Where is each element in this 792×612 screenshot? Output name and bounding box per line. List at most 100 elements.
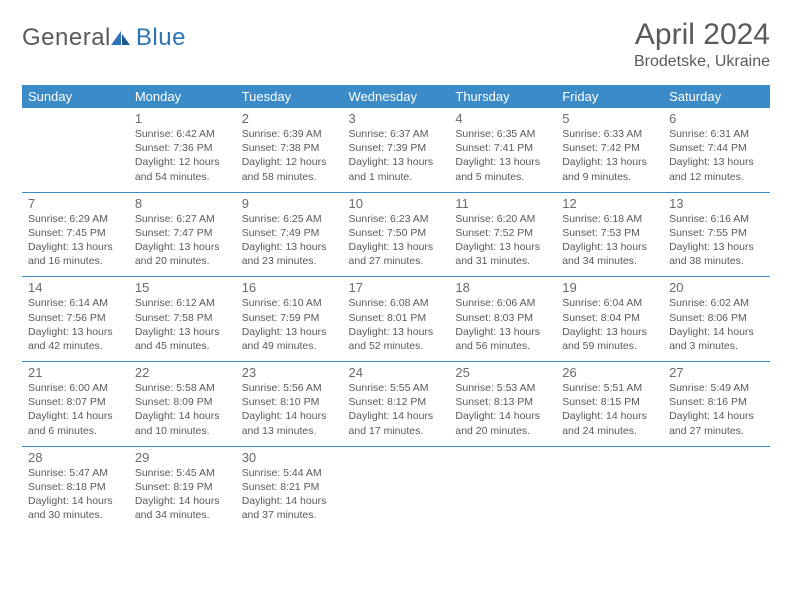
info-line: and 16 minutes.	[28, 254, 123, 268]
day-info: Sunrise: 5:45 AMSunset: 8:19 PMDaylight:…	[135, 466, 230, 523]
day-number: 24	[349, 365, 444, 380]
day-number: 25	[455, 365, 550, 380]
info-line: Sunset: 7:53 PM	[562, 226, 657, 240]
info-line: and 42 minutes.	[28, 339, 123, 353]
info-line: Sunrise: 5:47 AM	[28, 466, 123, 480]
info-line: Sunrise: 6:39 AM	[242, 127, 337, 141]
info-line: Sunrise: 6:33 AM	[562, 127, 657, 141]
logo: General Blue	[22, 24, 186, 52]
info-line: and 20 minutes.	[135, 254, 230, 268]
info-line: Sunset: 8:07 PM	[28, 395, 123, 409]
info-line: Sunrise: 6:10 AM	[242, 296, 337, 310]
day-number: 21	[28, 365, 123, 380]
day-header-row: Sunday Monday Tuesday Wednesday Thursday…	[22, 85, 770, 108]
info-line: Daylight: 14 hours	[28, 494, 123, 508]
info-line: Daylight: 14 hours	[669, 325, 764, 339]
info-line: Daylight: 13 hours	[135, 240, 230, 254]
info-line: Sunrise: 6:25 AM	[242, 212, 337, 226]
day-cell: 3Sunrise: 6:37 AMSunset: 7:39 PMDaylight…	[343, 108, 450, 192]
info-line: Sunset: 7:41 PM	[455, 141, 550, 155]
day-cell: 10Sunrise: 6:23 AMSunset: 7:50 PMDayligh…	[343, 193, 450, 277]
logo-sail-icon	[111, 31, 131, 45]
day-cell: 19Sunrise: 6:04 AMSunset: 8:04 PMDayligh…	[556, 277, 663, 361]
info-line: Daylight: 13 hours	[669, 155, 764, 169]
info-line: Sunset: 7:44 PM	[669, 141, 764, 155]
info-line: Daylight: 13 hours	[242, 240, 337, 254]
info-line: Daylight: 12 hours	[135, 155, 230, 169]
logo-text-2: Blue	[136, 24, 186, 52]
info-line: Daylight: 14 hours	[135, 409, 230, 423]
day-cell: 14Sunrise: 6:14 AMSunset: 7:56 PMDayligh…	[22, 277, 129, 361]
day-info: Sunrise: 5:47 AMSunset: 8:18 PMDaylight:…	[28, 466, 123, 523]
day-number: 15	[135, 280, 230, 295]
info-line: Sunset: 7:55 PM	[669, 226, 764, 240]
info-line: Daylight: 13 hours	[669, 240, 764, 254]
day-cell: 5Sunrise: 6:33 AMSunset: 7:42 PMDaylight…	[556, 108, 663, 192]
day-cell: 23Sunrise: 5:56 AMSunset: 8:10 PMDayligh…	[236, 362, 343, 446]
info-line: and 37 minutes.	[242, 508, 337, 522]
info-line: Sunrise: 5:56 AM	[242, 381, 337, 395]
week-row: 21Sunrise: 6:00 AMSunset: 8:07 PMDayligh…	[22, 362, 770, 446]
day-cell	[556, 447, 663, 531]
day-number: 4	[455, 111, 550, 126]
day-info: Sunrise: 6:31 AMSunset: 7:44 PMDaylight:…	[669, 127, 764, 184]
day-info: Sunrise: 5:56 AMSunset: 8:10 PMDaylight:…	[242, 381, 337, 438]
info-line: Sunset: 8:01 PM	[349, 311, 444, 325]
day-cell	[22, 108, 129, 192]
info-line: and 27 minutes.	[349, 254, 444, 268]
info-line: Sunset: 7:59 PM	[242, 311, 337, 325]
day-cell: 15Sunrise: 6:12 AMSunset: 7:58 PMDayligh…	[129, 277, 236, 361]
day-info: Sunrise: 6:00 AMSunset: 8:07 PMDaylight:…	[28, 381, 123, 438]
info-line: Daylight: 13 hours	[349, 155, 444, 169]
day-header: Saturday	[663, 85, 770, 108]
day-cell: 4Sunrise: 6:35 AMSunset: 7:41 PMDaylight…	[449, 108, 556, 192]
day-number: 3	[349, 111, 444, 126]
info-line: Sunrise: 5:55 AM	[349, 381, 444, 395]
day-info: Sunrise: 6:27 AMSunset: 7:47 PMDaylight:…	[135, 212, 230, 269]
day-number: 22	[135, 365, 230, 380]
info-line: Sunset: 8:16 PM	[669, 395, 764, 409]
day-cell: 13Sunrise: 6:16 AMSunset: 7:55 PMDayligh…	[663, 193, 770, 277]
week-row: 7Sunrise: 6:29 AMSunset: 7:45 PMDaylight…	[22, 193, 770, 277]
day-cell: 11Sunrise: 6:20 AMSunset: 7:52 PMDayligh…	[449, 193, 556, 277]
info-line: Sunset: 8:03 PM	[455, 311, 550, 325]
day-number: 23	[242, 365, 337, 380]
info-line: Sunset: 7:49 PM	[242, 226, 337, 240]
day-cell: 6Sunrise: 6:31 AMSunset: 7:44 PMDaylight…	[663, 108, 770, 192]
day-cell	[449, 447, 556, 531]
info-line: Sunrise: 5:44 AM	[242, 466, 337, 480]
day-info: Sunrise: 5:58 AMSunset: 8:09 PMDaylight:…	[135, 381, 230, 438]
info-line: and 23 minutes.	[242, 254, 337, 268]
day-cell: 30Sunrise: 5:44 AMSunset: 8:21 PMDayligh…	[236, 447, 343, 531]
day-cell	[343, 447, 450, 531]
info-line: Daylight: 14 hours	[242, 409, 337, 423]
day-info: Sunrise: 6:10 AMSunset: 7:59 PMDaylight:…	[242, 296, 337, 353]
info-line: Sunrise: 6:12 AM	[135, 296, 230, 310]
info-line: and 3 minutes.	[669, 339, 764, 353]
info-line: and 52 minutes.	[349, 339, 444, 353]
info-line: Sunrise: 5:53 AM	[455, 381, 550, 395]
info-line: Daylight: 13 hours	[455, 240, 550, 254]
info-line: Sunrise: 6:31 AM	[669, 127, 764, 141]
day-number: 16	[242, 280, 337, 295]
info-line: Daylight: 12 hours	[242, 155, 337, 169]
info-line: Sunset: 8:04 PM	[562, 311, 657, 325]
month-title: April 2024	[634, 18, 770, 51]
day-cell: 12Sunrise: 6:18 AMSunset: 7:53 PMDayligh…	[556, 193, 663, 277]
info-line: and 59 minutes.	[562, 339, 657, 353]
day-header: Wednesday	[343, 85, 450, 108]
day-info: Sunrise: 6:23 AMSunset: 7:50 PMDaylight:…	[349, 212, 444, 269]
info-line: Sunrise: 6:06 AM	[455, 296, 550, 310]
info-line: Sunrise: 6:02 AM	[669, 296, 764, 310]
day-cell	[663, 447, 770, 531]
day-cell: 24Sunrise: 5:55 AMSunset: 8:12 PMDayligh…	[343, 362, 450, 446]
day-header: Friday	[556, 85, 663, 108]
info-line: Sunrise: 6:00 AM	[28, 381, 123, 395]
day-cell: 16Sunrise: 6:10 AMSunset: 7:59 PMDayligh…	[236, 277, 343, 361]
info-line: and 1 minute.	[349, 170, 444, 184]
info-line: Sunset: 7:50 PM	[349, 226, 444, 240]
info-line: Sunset: 8:12 PM	[349, 395, 444, 409]
day-info: Sunrise: 6:35 AMSunset: 7:41 PMDaylight:…	[455, 127, 550, 184]
day-number: 9	[242, 196, 337, 211]
day-number: 5	[562, 111, 657, 126]
